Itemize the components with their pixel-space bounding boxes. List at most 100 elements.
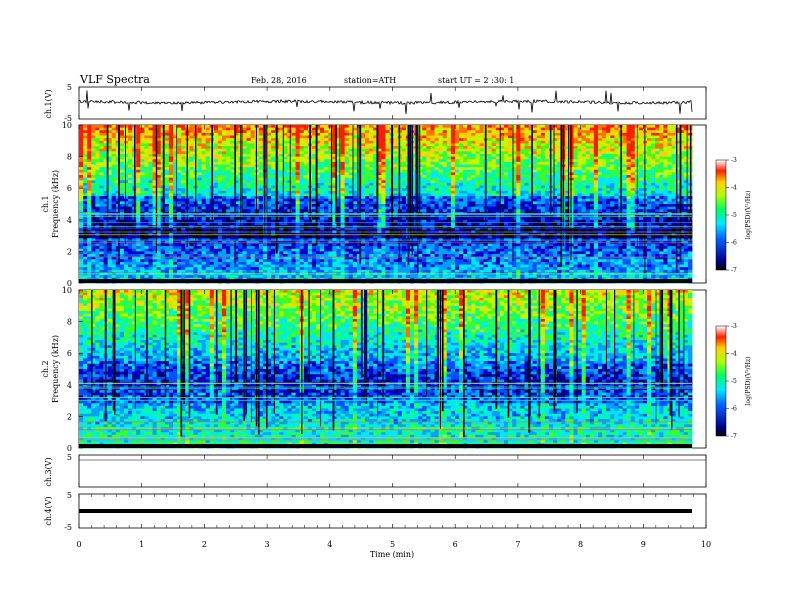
spectrogram-cell xyxy=(324,222,329,226)
spectrogram-cell xyxy=(401,185,407,189)
spectrogram-cell xyxy=(156,198,162,202)
spectrogram-cell xyxy=(205,227,211,231)
spectrogram-cell xyxy=(91,175,96,179)
spectrogram-cell xyxy=(303,159,309,163)
spectrogram-cell xyxy=(369,164,374,168)
spectrogram-cell xyxy=(332,246,337,250)
spectrogram-cell xyxy=(279,259,284,263)
spectrogram-cell xyxy=(83,138,88,142)
spectrogram-cell xyxy=(344,206,350,210)
spectrogram-cell xyxy=(299,188,305,192)
spectrogram-cell xyxy=(119,151,125,155)
spectrogram-cell xyxy=(283,217,288,221)
spectrogram-cell xyxy=(111,164,117,168)
spectrogram-cell xyxy=(230,127,235,131)
spectrogram-cell xyxy=(230,167,235,171)
spectrogram-cell xyxy=(352,175,358,179)
spectrogram-cell xyxy=(246,193,252,197)
spectrogram-cell xyxy=(148,219,153,223)
spectrogram-cell xyxy=(344,185,350,189)
spectrogram-cell xyxy=(132,261,137,265)
spectrogram-cell xyxy=(111,185,117,189)
spectrogram-cell xyxy=(164,135,170,139)
spectrogram-cell xyxy=(242,164,247,168)
spectrogram-cell xyxy=(156,188,162,192)
spectrogram-cell xyxy=(385,125,390,129)
spectrogram-cell xyxy=(156,256,162,260)
spectrogram-cell xyxy=(385,148,390,152)
spectrogram-cell xyxy=(348,151,354,155)
spectrogram-cell xyxy=(222,261,227,265)
spectrogram-cell xyxy=(360,232,366,236)
spectrogram-cell xyxy=(189,206,194,210)
spectrogram-cell xyxy=(201,267,207,271)
spectrogram-cell xyxy=(177,248,182,252)
spectrogram-cell xyxy=(79,204,84,208)
spectrogram-cell xyxy=(197,143,202,147)
spectrogram-cell xyxy=(381,130,386,134)
spectrogram-cell xyxy=(164,159,170,163)
spectrogram-cell xyxy=(393,198,399,202)
spectrogram-cell xyxy=(177,143,182,147)
spectrogram-cell xyxy=(189,190,194,194)
spectrogram-cell xyxy=(177,151,182,155)
spectrogram-cell xyxy=(128,148,133,152)
spectrogram-cell xyxy=(144,188,149,192)
spectrogram-cell xyxy=(95,169,100,173)
spectrogram-cell xyxy=(95,153,100,157)
spectrogram-cell xyxy=(365,156,370,160)
spectrogram-cell xyxy=(389,261,395,265)
spectrogram-cell xyxy=(164,219,170,223)
spectrogram-cell xyxy=(213,246,219,250)
spectrogram-cell xyxy=(132,227,137,231)
spectrogram-cell xyxy=(181,146,186,150)
spectrogram-cell xyxy=(95,267,100,271)
spectrogram-cell xyxy=(201,235,207,239)
spectrogram-cell xyxy=(258,209,264,213)
spectrogram-cell xyxy=(242,153,247,157)
spectrogram-cell xyxy=(83,232,88,236)
spectrogram-cell xyxy=(99,256,104,260)
spectrogram-cell xyxy=(136,201,141,205)
spectrogram-cell xyxy=(181,261,186,265)
spectrogram-cell xyxy=(320,190,325,194)
spectrogram-cell xyxy=(115,175,121,179)
spectrogram-cell xyxy=(279,193,284,197)
spectrogram-cell xyxy=(197,259,202,263)
spectrogram-cell xyxy=(115,196,121,200)
spectrogram-cell xyxy=(242,180,247,184)
spectrogram-cell xyxy=(295,269,301,273)
spectrogram-cell xyxy=(328,217,333,221)
spectrogram-cell xyxy=(136,164,141,168)
spectrogram-cell xyxy=(152,204,158,208)
spectrogram-cell xyxy=(324,254,329,258)
spectrogram-cell xyxy=(328,138,333,142)
spectrogram-cell xyxy=(283,259,288,263)
spectrogram-cell xyxy=(246,151,252,155)
spectrogram-cell xyxy=(291,193,296,197)
spectrogram-cell xyxy=(189,161,194,165)
spectrogram-cell xyxy=(352,235,358,239)
spectrogram-cell xyxy=(226,248,231,252)
spectrogram-cell xyxy=(389,275,395,279)
spectrogram-cell xyxy=(185,254,190,258)
spectrogram-cell xyxy=(189,167,194,171)
spectrogram-cell xyxy=(103,180,109,184)
spectrogram-cell xyxy=(258,275,264,279)
spectrogram-cell xyxy=(144,261,149,265)
spectrogram-cell xyxy=(246,238,252,242)
spectrogram-cell xyxy=(197,125,202,129)
spectrogram-cell xyxy=(226,148,231,152)
spectrogram-cell xyxy=(250,153,256,157)
spectrogram-cell xyxy=(189,222,194,226)
spectrogram-cell xyxy=(324,235,329,239)
spectrogram-cell xyxy=(299,275,305,279)
spectrogram-cell xyxy=(283,148,288,152)
spectrogram-cell xyxy=(136,151,141,155)
spectrogram-cell xyxy=(360,243,366,247)
spectrogram-cell xyxy=(197,182,202,186)
spectrogram-cell xyxy=(152,206,158,210)
spectrogram-cell xyxy=(222,275,227,279)
spectrogram-cell xyxy=(352,246,358,250)
spectrogram-cell xyxy=(152,127,158,131)
